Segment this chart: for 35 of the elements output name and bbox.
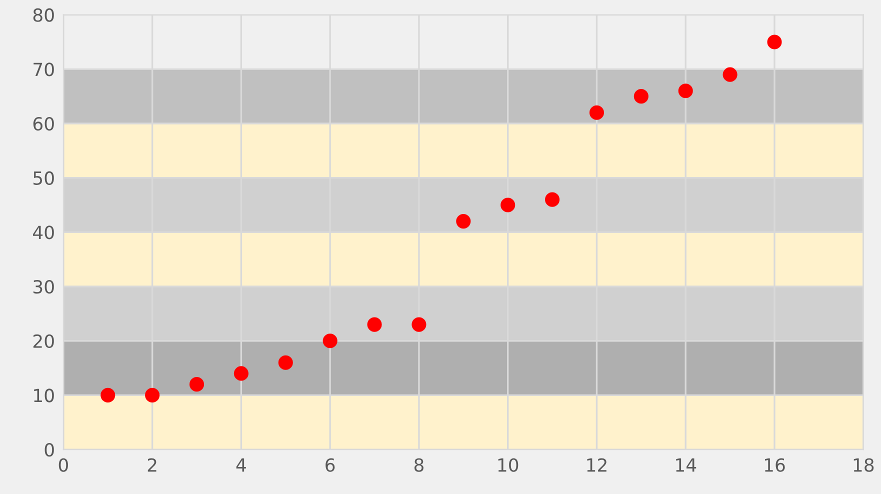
point xyxy=(722,67,738,82)
point xyxy=(234,366,248,381)
y-tick-label: 80 xyxy=(33,8,54,22)
x-tick-label: 16 xyxy=(764,458,785,472)
point xyxy=(634,89,648,104)
point xyxy=(278,355,293,370)
point xyxy=(145,388,160,402)
point xyxy=(322,334,338,348)
y-tick-label: 60 xyxy=(33,116,54,131)
point xyxy=(545,192,560,207)
x-tick-label: 18 xyxy=(854,458,874,472)
point xyxy=(678,84,693,98)
y-tick-label: 0 xyxy=(44,443,54,457)
point xyxy=(412,317,426,332)
x-tick-label: 14 xyxy=(676,458,696,472)
x-tick-label: 12 xyxy=(587,458,606,472)
y-tick-label: 10 xyxy=(34,388,54,402)
point xyxy=(767,34,782,50)
y-tick-label: 30 xyxy=(34,280,54,294)
y-tick-label: 20 xyxy=(33,334,54,348)
point xyxy=(500,198,516,212)
x-tick-label: 2 xyxy=(148,458,156,472)
point xyxy=(367,317,382,332)
point xyxy=(189,377,204,392)
y-tick-label: 40 xyxy=(33,226,54,240)
point xyxy=(100,388,116,402)
point xyxy=(456,214,471,229)
x-tick-label: 6 xyxy=(326,458,335,472)
x-tick-label: 0 xyxy=(58,458,68,472)
y-tick-label: 50 xyxy=(34,171,54,185)
x-tick-label: 4 xyxy=(236,458,246,472)
point xyxy=(589,105,604,120)
x-tick-label: 8 xyxy=(414,458,424,472)
y-tick-label: 70 xyxy=(34,62,54,76)
x-tick-label: 10 xyxy=(498,458,518,472)
